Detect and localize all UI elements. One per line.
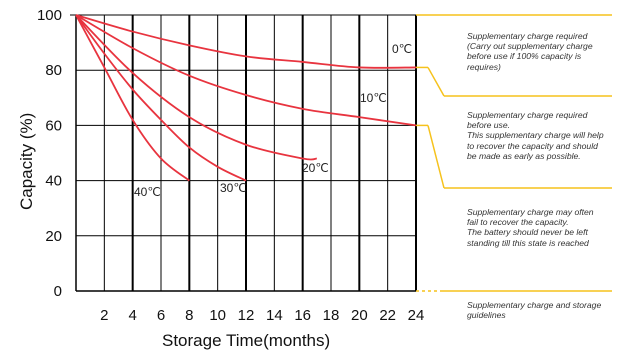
curve-label-0c: 0℃ (392, 42, 412, 56)
curve-label-30c: 30℃ (220, 181, 247, 195)
x-axis-title: Storage Time(months) (162, 331, 330, 350)
guideline-bracket (416, 14, 612, 292)
series-line-0 (75, 14, 417, 69)
x-tick-label: 16 (294, 307, 311, 324)
y-tick-label: 100 (37, 7, 62, 24)
series-line-4 (75, 14, 190, 182)
series-line-2 (75, 14, 317, 161)
x-tick-label: 22 (379, 307, 396, 324)
curve-label-10c: 10℃ (360, 91, 387, 105)
series-line-1 (75, 14, 417, 127)
guideline-note-1: Supplementary charge required (Carry out… (467, 31, 593, 72)
x-tick-label: 20 (351, 307, 368, 324)
y-tick-label: 0 (54, 283, 62, 300)
x-tick-label: 14 (266, 307, 283, 324)
x-tick-label: 24 (408, 307, 425, 324)
x-tick-label: 10 (209, 307, 226, 324)
curve-group (75, 14, 417, 182)
x-tick-label: 4 (128, 307, 136, 324)
y-tick-label: 40 (45, 173, 62, 190)
grid-lines (70, 14, 417, 292)
x-tick-label: 18 (323, 307, 340, 324)
curve-label-20c: 20℃ (302, 161, 329, 175)
x-tick-label: 6 (157, 307, 165, 324)
bracket-connector (427, 125, 445, 189)
x-tick-label: 2 (100, 307, 108, 324)
series-line-3 (75, 14, 247, 182)
y-tick-label: 60 (45, 117, 62, 134)
y-tick-label: 20 (45, 228, 62, 245)
y-axis-title: Capacity (%) (17, 113, 36, 210)
curve-label-40c: 40℃ (134, 185, 161, 199)
y-tick-label: 80 (45, 62, 62, 79)
guideline-note-3: Supplementary charge may often fail to r… (467, 207, 594, 248)
guideline-note-2: Supplementary charge required before use… (467, 110, 604, 161)
guideline-note-4: Supplementary charge and storage guideli… (467, 300, 602, 321)
x-tick-label: 12 (238, 307, 255, 324)
bracket-connector (427, 67, 445, 97)
x-tick-label: 8 (185, 307, 193, 324)
